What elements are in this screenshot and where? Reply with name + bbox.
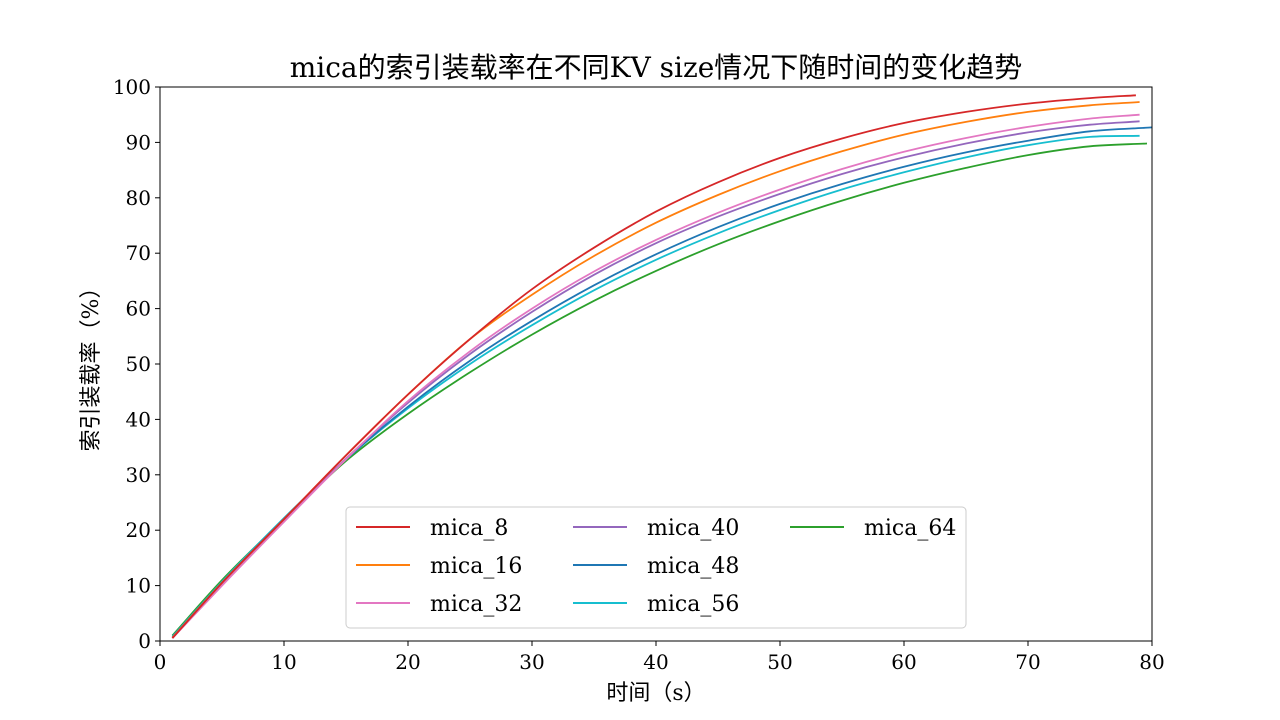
- x-tick-label: 40: [643, 650, 668, 674]
- y-tick-label: 0: [138, 629, 151, 653]
- legend-label: mica_40: [647, 516, 739, 541]
- chart-title: mica的索引装载率在不同KV size情况下随时间的变化趋势: [290, 51, 1023, 84]
- plot-area: [171, 94, 1153, 639]
- y-tick-label: 80: [126, 186, 151, 210]
- x-tick-label: 60: [891, 650, 916, 674]
- y-tick-label: 90: [126, 130, 151, 154]
- legend-label: mica_56: [647, 592, 739, 617]
- legend-label: mica_64: [864, 516, 956, 541]
- x-tick-label: 10: [271, 650, 296, 674]
- x-tick-label: 70: [1015, 650, 1040, 674]
- y-tick-label: 50: [126, 352, 151, 376]
- series-line-mica-32: [171, 113, 1140, 639]
- y-axis: 0 10 20 30 40 50 60 70 80 90 100: [113, 75, 160, 653]
- y-tick-label: 40: [126, 407, 151, 431]
- series-line-mica-8: [171, 94, 1136, 639]
- y-tick-label: 100: [113, 75, 151, 99]
- x-tick-label: 0: [154, 650, 167, 674]
- x-axis: 0 10 20 30 40 50 60 70 80: [154, 641, 1165, 674]
- x-axis-label: 时间（s）: [606, 681, 705, 706]
- y-tick-label: 20: [126, 518, 151, 542]
- x-tick-label: 30: [519, 650, 544, 674]
- y-tick-label: 30: [126, 463, 151, 487]
- legend-label: mica_32: [430, 592, 522, 617]
- y-tick-label: 70: [126, 241, 151, 265]
- y-tick-label: 10: [126, 574, 151, 598]
- legend-label: mica_8: [430, 516, 508, 541]
- x-tick-label: 80: [1139, 650, 1164, 674]
- legend: mica_8 mica_16 mica_32 mica_40 mica_48 mica_5…: [345, 506, 967, 629]
- x-tick-label: 50: [767, 650, 792, 674]
- legend-label: mica_16: [430, 554, 522, 579]
- y-axis-label: 索引装载率（%）: [79, 277, 104, 452]
- legend-label: mica_48: [647, 554, 739, 579]
- y-tick-label: 60: [126, 297, 151, 321]
- legend-box: [345, 506, 967, 629]
- x-tick-label: 20: [395, 650, 420, 674]
